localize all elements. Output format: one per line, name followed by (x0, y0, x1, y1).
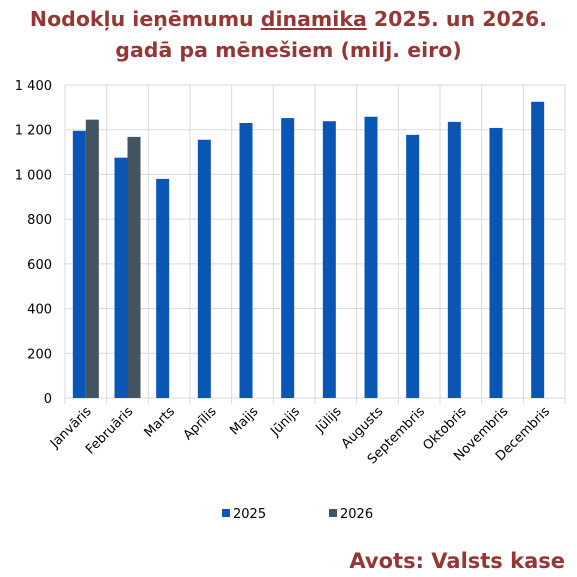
y-tick-label: 600 (27, 258, 52, 273)
x-tick-label: Maijs (227, 404, 261, 438)
bar-2025 (322, 121, 336, 399)
title-underlined: dinamika (260, 7, 367, 31)
bar-2025 (281, 118, 295, 399)
bar-2025 (447, 121, 461, 398)
y-tick-label: 1 400 (15, 79, 52, 94)
bar-2025 (489, 127, 503, 398)
bar-2025 (531, 101, 545, 399)
legend-label: 2026 (340, 507, 373, 522)
title-line2: gadā pa mēnešiem (milj. eiro) (115, 38, 462, 62)
x-tick-label: Jūnijs (267, 404, 303, 440)
y-tick-label: 1 000 (15, 168, 52, 183)
y-tick-label: 1 200 (15, 124, 52, 139)
bar-2025 (239, 123, 253, 398)
x-tick-label: Marts (142, 404, 179, 441)
bar-2025 (406, 134, 420, 398)
chart-title: Nodokļu ieņēmumu dinamika 2025. un 2026.… (0, 4, 577, 66)
bar-2025 (364, 116, 378, 399)
legend-swatch-2025 (222, 509, 230, 517)
bar-2025 (72, 130, 86, 398)
bar-2025 (197, 139, 211, 398)
bar-2026 (127, 136, 141, 398)
title-part2: 2025. un 2026. (366, 7, 548, 31)
source-note: Avots: Valsts kase (349, 549, 565, 573)
x-tick-label: Aprīlis (181, 404, 220, 443)
legend-label: 2025 (233, 507, 266, 522)
bar-2026 (85, 119, 99, 399)
y-tick-label: 0 (44, 392, 52, 407)
bar-2025 (114, 157, 128, 398)
title-part1: Nodokļu ieņēmumu (29, 7, 261, 31)
y-tick-label: 400 (27, 303, 52, 318)
x-tick-label: Jūlijs (312, 404, 344, 436)
y-tick-label: 200 (27, 347, 52, 362)
y-tick-label: 800 (27, 213, 52, 228)
legend-swatch-2026 (329, 509, 337, 517)
bar-2025 (156, 178, 170, 398)
